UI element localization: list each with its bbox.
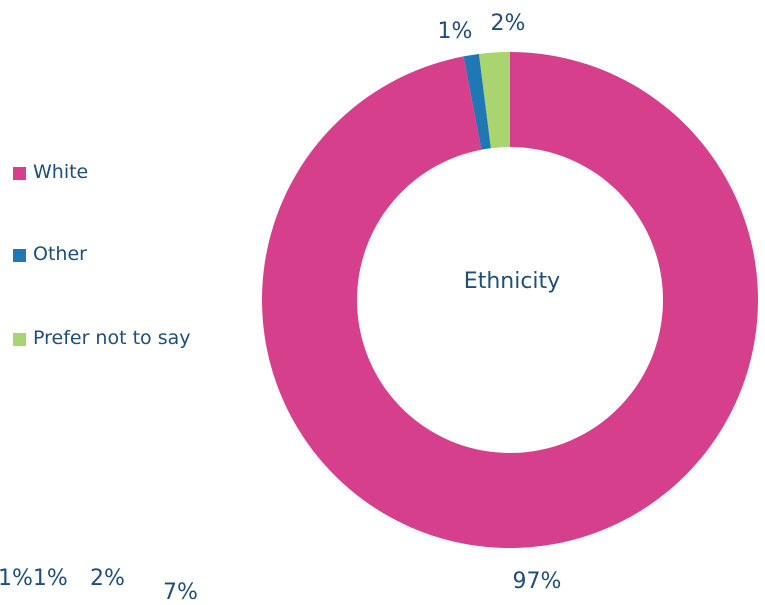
slice-prefer-not-to-say (478, 52, 510, 149)
legend-label-prefer-not-to-say: Prefer not to say (33, 327, 191, 349)
partial-label-1: 1%1% (0, 566, 68, 591)
data-label-other: 1% (438, 19, 473, 44)
slice-other (463, 53, 491, 150)
legend-label-white: White (33, 161, 89, 183)
legend-swatch-other (13, 249, 26, 262)
partial-label-3: 7% (163, 580, 198, 605)
legend-swatch-white (13, 167, 26, 180)
donut-slices (262, 52, 758, 549)
legend-swatch-prefer-not-to-say (13, 333, 26, 346)
center-label: Ethnicity (464, 269, 560, 294)
data-label-prefer-not-to-say: 2% (491, 11, 526, 36)
slice-white (262, 52, 758, 549)
data-labels: 97% 1% 2% (438, 11, 562, 594)
legend-label-other: Other (33, 243, 87, 265)
data-label-white: 97% (513, 569, 562, 594)
partial-label-2: 2% (90, 566, 125, 591)
